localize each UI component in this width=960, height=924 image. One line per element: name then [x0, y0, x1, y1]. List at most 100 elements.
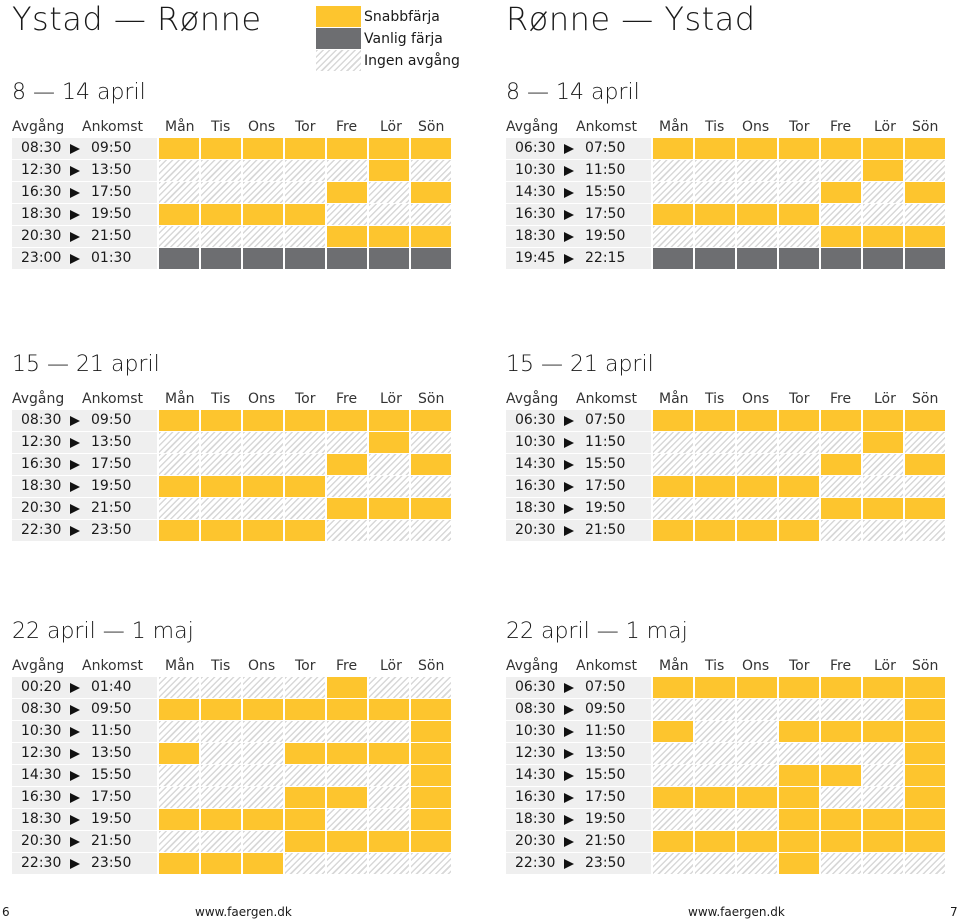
arrow-right-icon — [70, 859, 80, 869]
period-title: 22 april — 1 maj — [12, 619, 194, 644]
arrow-right-icon — [70, 749, 80, 759]
table-header: Avgång Ankomst Mån Tis Ons Tor Fre Lör Sön — [12, 657, 452, 675]
day-cell — [779, 765, 819, 786]
day-cell — [285, 699, 325, 720]
day-cell — [285, 743, 325, 764]
day-cell — [653, 831, 693, 852]
departure-time: 06:30 — [515, 140, 556, 156]
day-cell — [201, 476, 241, 497]
arrow-right-icon — [564, 210, 574, 220]
day-cell — [653, 809, 693, 830]
arrow-right-icon — [564, 254, 574, 264]
day-cell — [327, 476, 367, 497]
time-cell: 18:30 19:50 — [12, 476, 157, 497]
day-cell — [737, 809, 777, 830]
day-cell — [779, 809, 819, 830]
day-cell — [243, 454, 283, 475]
time-cell: 22:30 23:50 — [506, 853, 651, 874]
day-cell — [243, 831, 283, 852]
day-cell — [905, 699, 945, 720]
arrow-right-icon — [564, 144, 574, 154]
day-cell — [285, 853, 325, 874]
departure-time: 06:30 — [515, 679, 556, 695]
day-cell — [411, 160, 451, 181]
arrival-time: 13:50 — [91, 162, 132, 178]
day-cell — [779, 248, 819, 269]
arrow-right-icon — [564, 705, 574, 715]
time-cell: 23:00 01:30 — [12, 248, 157, 269]
time-cell: 20:30 21:50 — [12, 498, 157, 519]
header-day: Tis — [211, 658, 231, 674]
day-cell — [159, 410, 199, 431]
time-cell: 22:30 23:50 — [12, 853, 157, 874]
header-ankomst: Ankomst — [576, 119, 638, 135]
day-cell — [863, 248, 903, 269]
period-title: 22 april — 1 maj — [506, 619, 688, 644]
day-cell — [863, 809, 903, 830]
day-cell — [863, 699, 903, 720]
day-cell — [821, 248, 861, 269]
arrival-time: 17:50 — [91, 789, 132, 805]
table-header: Avgång Ankomst Mån Tis Ons Tor Fre Lör Sön — [12, 390, 452, 408]
day-cell — [411, 182, 451, 203]
header-day: Tor — [295, 391, 316, 407]
day-cell — [327, 160, 367, 181]
day-cell — [411, 226, 451, 247]
departure-time: 10:30 — [515, 723, 556, 739]
time-cell: 12:30 13:50 — [12, 160, 157, 181]
departure-time: 12:30 — [21, 745, 62, 761]
day-cell — [863, 498, 903, 519]
day-cell — [779, 743, 819, 764]
header-day: Lör — [380, 391, 402, 407]
day-cell — [905, 498, 945, 519]
day-cell — [411, 520, 451, 541]
day-cell — [779, 699, 819, 720]
day-cell — [159, 787, 199, 808]
day-cell — [285, 226, 325, 247]
day-cell — [327, 454, 367, 475]
arrival-time: 11:50 — [91, 723, 132, 739]
departure-time: 16:30 — [21, 789, 62, 805]
day-cell — [285, 765, 325, 786]
day-cell — [905, 765, 945, 786]
day-cell — [821, 765, 861, 786]
day-cell — [695, 454, 735, 475]
header-day: Ons — [248, 658, 276, 674]
day-cell — [821, 226, 861, 247]
day-cell — [369, 677, 409, 698]
arrival-time: 19:50 — [91, 206, 132, 222]
day-cell — [327, 138, 367, 159]
footer-url-left[interactable]: www.faergen.dk — [195, 905, 292, 919]
day-cell — [159, 160, 199, 181]
day-cell — [411, 432, 451, 453]
day-cell — [243, 699, 283, 720]
day-cell — [327, 743, 367, 764]
footer-url-right[interactable]: www.faergen.dk — [688, 905, 785, 919]
arrival-time: 13:50 — [585, 745, 626, 761]
arrow-right-icon — [564, 166, 574, 176]
time-cell: 14:30 15:50 — [506, 182, 651, 203]
time-cell: 14:30 15:50 — [12, 765, 157, 786]
day-cell — [821, 721, 861, 742]
day-cell — [159, 809, 199, 830]
header-day: Sön — [418, 658, 445, 674]
day-cell — [327, 765, 367, 786]
time-cell: 20:30 21:50 — [506, 520, 651, 541]
arrival-time: 07:50 — [585, 412, 626, 428]
header-ankomst: Ankomst — [576, 658, 638, 674]
day-cell — [243, 743, 283, 764]
departure-time: 14:30 — [515, 184, 556, 200]
day-cell — [779, 520, 819, 541]
day-cell — [369, 743, 409, 764]
arrow-right-icon — [70, 232, 80, 242]
day-cell — [779, 204, 819, 225]
arrival-time: 19:50 — [585, 500, 626, 516]
day-cell — [737, 831, 777, 852]
day-cell — [653, 699, 693, 720]
day-cell — [779, 160, 819, 181]
arrival-time: 09:50 — [91, 412, 132, 428]
day-cell — [779, 138, 819, 159]
time-cell: 19:45 22:15 — [506, 248, 651, 269]
day-cell — [369, 831, 409, 852]
table-header: Avgång Ankomst Mån Tis Ons Tor Fre Lör Sön — [506, 118, 946, 136]
